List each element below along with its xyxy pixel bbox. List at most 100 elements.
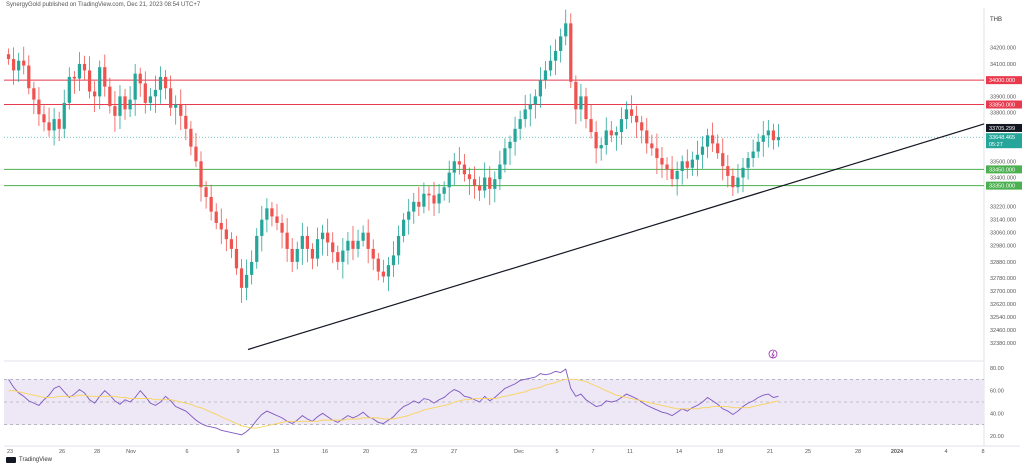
candle-body bbox=[32, 88, 36, 100]
candle-body bbox=[396, 235, 401, 256]
time-tick-label: 13 bbox=[273, 449, 279, 455]
candle-body bbox=[250, 261, 254, 275]
candle-body bbox=[437, 193, 441, 204]
time-tick-label: 11 bbox=[627, 449, 633, 455]
candle-body bbox=[538, 80, 543, 97]
candle-body bbox=[432, 195, 436, 204]
candle-body bbox=[503, 148, 507, 165]
price-tick-label: 32460.000 bbox=[990, 328, 1016, 334]
time-tick-label: Dec bbox=[514, 449, 524, 455]
time-tick-label: 9 bbox=[236, 449, 239, 455]
price-level-tag bbox=[986, 100, 1022, 109]
currency-label: THB bbox=[990, 17, 1002, 23]
candle-body bbox=[184, 115, 188, 129]
candle-body bbox=[341, 250, 345, 262]
current-price-label: 33648.465 bbox=[989, 135, 1015, 141]
candle-body bbox=[174, 104, 178, 108]
price-tick-label: 33500.000 bbox=[990, 159, 1016, 165]
current-price-tag bbox=[986, 133, 1022, 149]
candle-body bbox=[741, 167, 745, 178]
candle-body bbox=[660, 158, 664, 165]
candle-body bbox=[488, 177, 492, 189]
candle-body bbox=[163, 76, 168, 89]
candle-body bbox=[640, 122, 644, 131]
candle-body bbox=[771, 130, 776, 141]
candle-body bbox=[579, 96, 583, 110]
candle-body bbox=[726, 166, 730, 176]
price-tick-label: 32780.000 bbox=[990, 276, 1016, 282]
candle-body bbox=[650, 143, 654, 149]
candle-body bbox=[452, 161, 456, 173]
candle-body bbox=[11, 59, 16, 71]
candle-body bbox=[229, 239, 234, 249]
candle-body bbox=[290, 248, 294, 262]
candle-body bbox=[219, 222, 223, 230]
candle-body bbox=[148, 96, 152, 103]
candle-body bbox=[113, 106, 117, 116]
candle-body bbox=[619, 119, 624, 133]
candle-body bbox=[508, 141, 512, 149]
candle-body bbox=[756, 141, 760, 152]
candle-body bbox=[477, 185, 482, 191]
candle-body bbox=[427, 193, 431, 196]
candle-body bbox=[467, 174, 472, 180]
candle-body bbox=[447, 172, 451, 188]
candle-body bbox=[533, 96, 537, 105]
price-level-tag bbox=[986, 165, 1022, 174]
price-tick-label: 33800.000 bbox=[990, 111, 1016, 117]
candle-body bbox=[351, 240, 355, 249]
price-level-label: 34000.000 bbox=[989, 78, 1015, 84]
candle-body bbox=[57, 119, 61, 129]
time-tick-label: 6 bbox=[185, 449, 188, 455]
candle-body bbox=[695, 154, 700, 160]
price-tick-label: 32700.000 bbox=[990, 289, 1016, 295]
candle-body bbox=[685, 161, 689, 168]
candle-body bbox=[47, 122, 51, 131]
candle-body bbox=[42, 114, 46, 123]
candle-body bbox=[710, 135, 715, 144]
candle-body bbox=[300, 235, 304, 249]
candle-body bbox=[260, 219, 264, 236]
candle-body bbox=[604, 130, 608, 146]
candle-body bbox=[553, 50, 558, 61]
candle-body bbox=[22, 60, 26, 66]
candle-body bbox=[133, 73, 137, 100]
candle-body bbox=[594, 132, 598, 149]
footer-brand[interactable]: TradingView bbox=[6, 457, 52, 463]
candle-body bbox=[37, 99, 41, 115]
candle-body bbox=[645, 130, 649, 144]
price-tick-label: 34200.000 bbox=[990, 46, 1016, 52]
publisher-header: SynergyGold published on TradingView.com… bbox=[6, 2, 201, 8]
candle-body bbox=[214, 211, 218, 223]
time-tick-label: 7 bbox=[591, 449, 594, 455]
candle-body bbox=[371, 248, 375, 259]
candle-body bbox=[366, 232, 370, 249]
candle-body bbox=[93, 91, 97, 97]
candle-body bbox=[599, 145, 603, 149]
candle-body bbox=[731, 175, 735, 188]
candle-body bbox=[315, 239, 320, 259]
candle-body bbox=[143, 83, 147, 103]
price-tick-label: 32540.000 bbox=[990, 315, 1016, 321]
countdown-label: 05:27 bbox=[989, 142, 1003, 148]
candle-body bbox=[690, 159, 694, 168]
price-tick-label: 33400.000 bbox=[990, 176, 1016, 182]
price-tick-label: 32620.000 bbox=[990, 302, 1016, 308]
candle-body bbox=[138, 73, 142, 84]
candle-body bbox=[670, 169, 674, 180]
candle-body bbox=[285, 232, 289, 249]
candle-body bbox=[493, 179, 497, 189]
time-tick-label: 28 bbox=[94, 449, 100, 455]
candle-body bbox=[422, 193, 426, 207]
rsi-line bbox=[8, 368, 779, 436]
candle-body bbox=[62, 102, 66, 129]
rsi-tick-label: 60.00 bbox=[990, 389, 1004, 395]
candle-body bbox=[153, 89, 158, 97]
candle-body bbox=[483, 177, 487, 191]
candle-body bbox=[584, 96, 588, 120]
candle-body bbox=[528, 104, 532, 110]
time-tick-label: 5 bbox=[555, 449, 558, 455]
candle-body bbox=[386, 265, 391, 277]
